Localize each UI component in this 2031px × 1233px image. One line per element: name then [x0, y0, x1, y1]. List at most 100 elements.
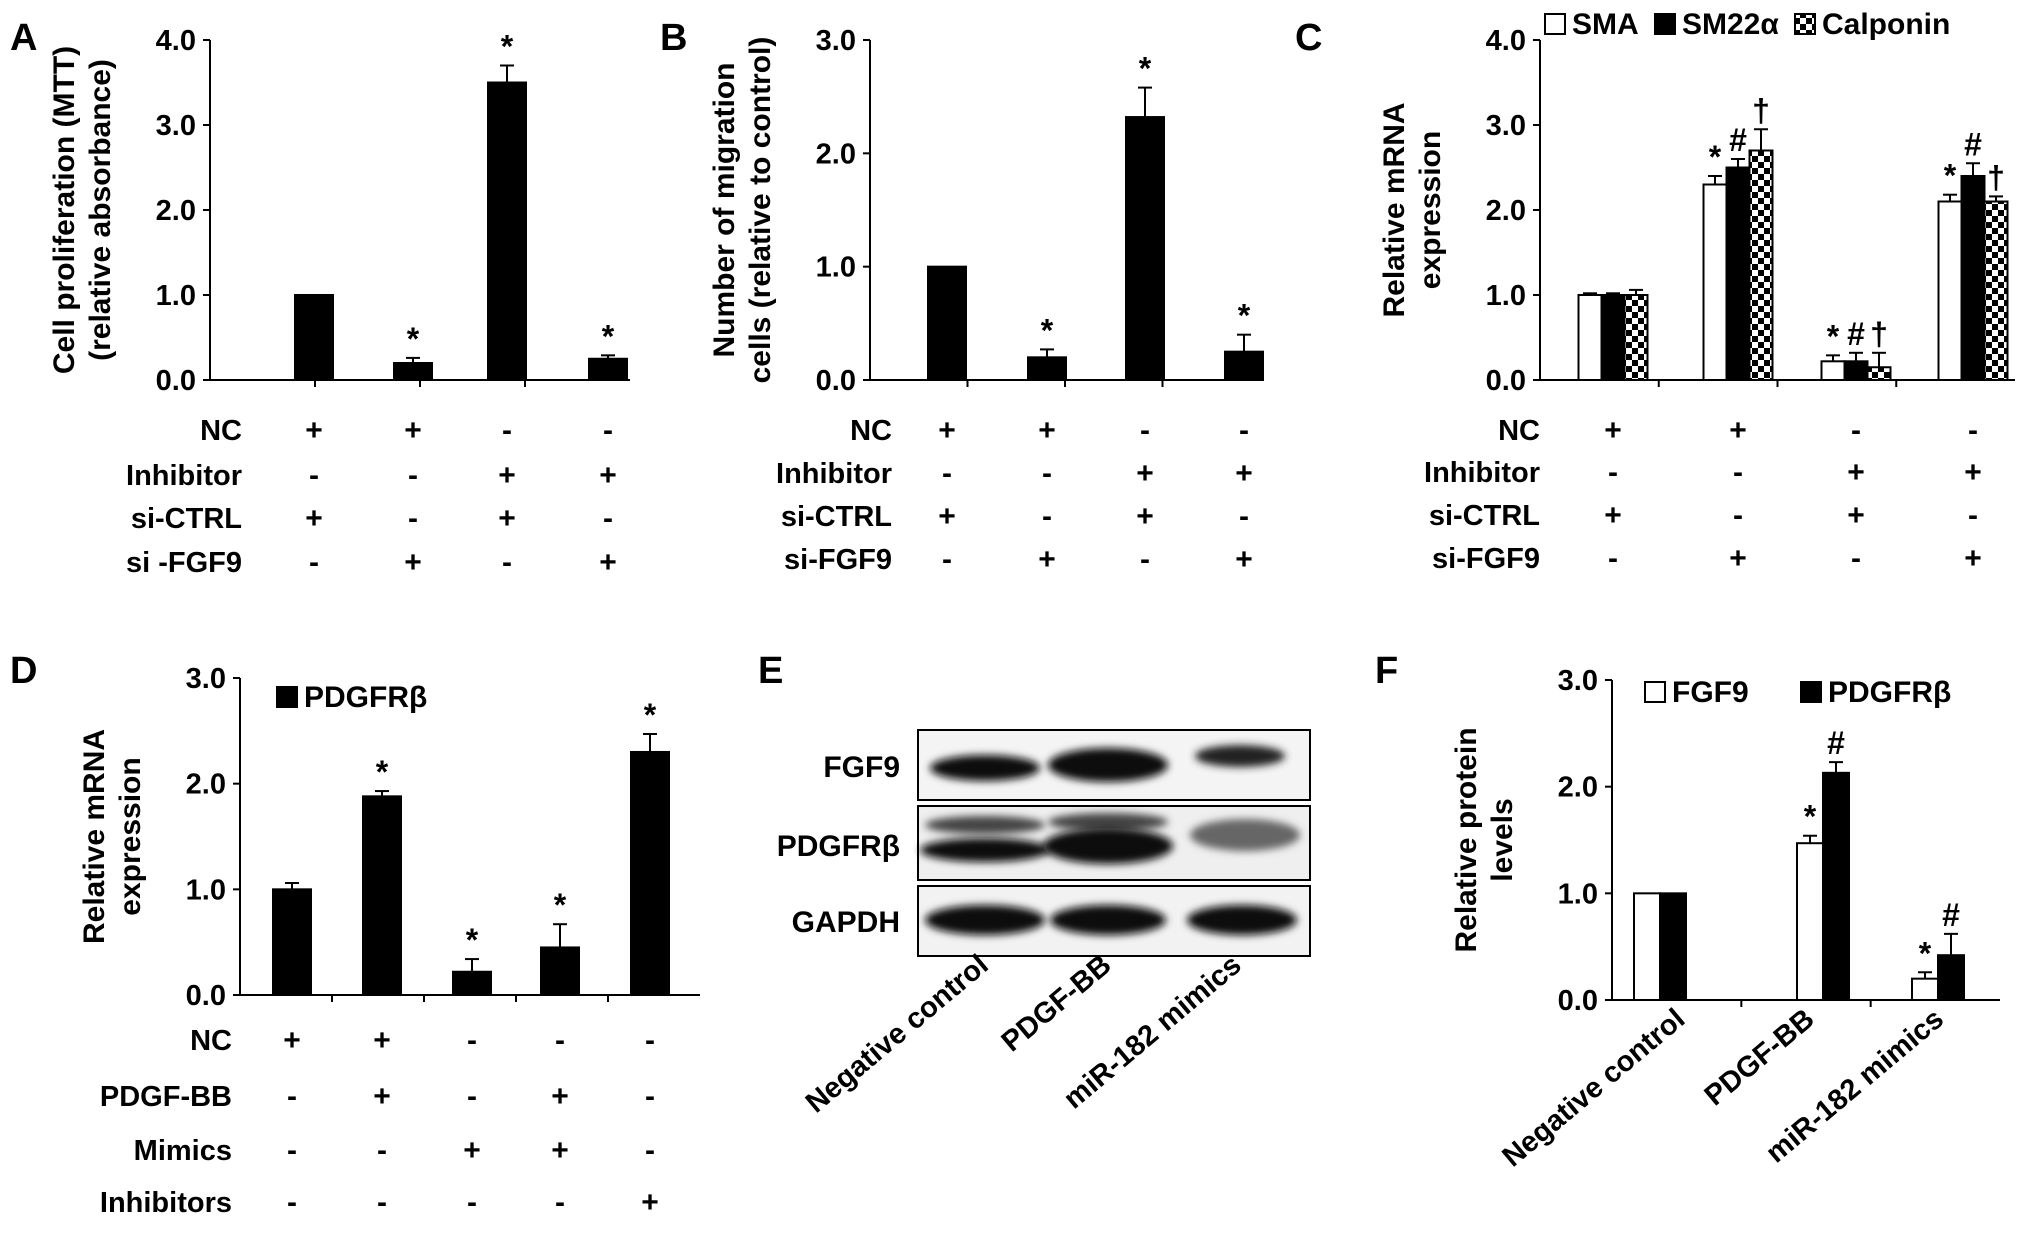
bar: [1843, 360, 1869, 381]
bar: [1600, 294, 1626, 381]
condition-sign: +: [641, 1186, 659, 1219]
y-axis-title: levels: [1486, 798, 1519, 881]
condition-sign: +: [373, 1024, 391, 1057]
condition-label: NC: [200, 415, 242, 447]
y-axis-title: Relative mRNA: [1378, 102, 1411, 317]
blot-lane-label-1: Negative control: [800, 949, 995, 1120]
condition-sign: -: [377, 1134, 387, 1167]
significance-mark: *: [644, 697, 657, 733]
condition-sign: -: [1968, 499, 1978, 532]
y-tick-label: 2.0: [186, 769, 226, 801]
significance-mark: *: [1709, 139, 1722, 175]
condition-sign: -: [645, 1134, 655, 1167]
blot-row-gapdh: GAPDH: [792, 885, 1311, 957]
blot-label-gapdh: GAPDH: [792, 906, 900, 939]
significance-mark: #: [1827, 725, 1845, 761]
condition-sign: +: [551, 1080, 569, 1113]
significance-mark: *: [1238, 298, 1251, 334]
condition-sign: -: [1851, 542, 1861, 575]
bar: [1796, 842, 1824, 1002]
significance-mark: #: [1847, 316, 1865, 352]
condition-sign: +: [373, 1080, 391, 1113]
y-tick-label: 3.0: [1558, 665, 1598, 697]
condition-sign: -: [377, 1186, 387, 1219]
legend-swatch: [1794, 13, 1816, 35]
bar: [1577, 294, 1603, 381]
panel-letter-d: D: [10, 650, 37, 692]
condition-sign: +: [599, 546, 617, 579]
chart-d: 0.0 1.0 2.0 3.0 Relative mRNA expression * * * * P…: [78, 663, 700, 1219]
condition-label: Mimics: [134, 1135, 232, 1167]
legend-swatch: [1644, 681, 1666, 703]
condition-sign: +: [938, 500, 956, 533]
y-tick-label: 0.0: [816, 365, 856, 397]
significance-mark: †: [1752, 92, 1770, 128]
y-tick-label: 0.0: [186, 980, 226, 1012]
bar: [630, 750, 670, 997]
significance-mark: *: [1804, 799, 1817, 835]
condition-sign: +: [1136, 500, 1154, 533]
legend-swatch: [1654, 13, 1676, 35]
condition-label: NC: [190, 1025, 232, 1057]
condition-sign: +: [1235, 457, 1253, 490]
legend-label: Calponin: [1822, 8, 1950, 41]
condition-sign: +: [305, 502, 323, 535]
significance-mark: #: [1942, 897, 1960, 933]
significance-mark: †: [1870, 316, 1888, 352]
condition-sign: -: [555, 1186, 565, 1219]
condition-sign: -: [287, 1080, 297, 1113]
condition-sign: -: [309, 459, 319, 492]
panel-letter-b: B: [660, 17, 687, 59]
y-tick-label: 0.0: [1486, 365, 1526, 397]
condition-sign: -: [1733, 499, 1743, 532]
legend-swatch: [1544, 13, 1566, 35]
bar: [1983, 200, 2009, 381]
condition-sign: -: [408, 502, 418, 535]
condition-sign: -: [942, 543, 952, 576]
condition-sign: -: [1968, 414, 1978, 447]
significance-mark: *: [1139, 51, 1152, 87]
condition-sign: +: [283, 1024, 301, 1057]
condition-sign: -: [502, 414, 512, 447]
blot-label-fgf9: FGF9: [823, 751, 900, 784]
y-tick-label: 4.0: [1486, 25, 1526, 57]
condition-sign: -: [1608, 542, 1618, 575]
bar: [294, 294, 334, 381]
condition-sign: -: [1140, 414, 1150, 447]
legend-label: SMA: [1572, 8, 1639, 41]
significance-mark: *: [466, 922, 479, 958]
condition-sign: +: [305, 414, 323, 447]
condition-sign: +: [404, 414, 422, 447]
condition-label: NC: [850, 415, 892, 447]
legend-label: PDGFRβ: [304, 681, 427, 714]
y-tick-label: 3.0: [156, 110, 196, 142]
condition-sign: +: [404, 546, 422, 579]
significance-mark: *: [1919, 935, 1932, 971]
y-tick-label: 2.0: [1558, 772, 1598, 804]
condition-sign: -: [555, 1024, 565, 1057]
y-tick-label: 0.0: [1558, 985, 1598, 1017]
condition-label: Inhibitors: [100, 1187, 232, 1219]
condition-label: NC: [1498, 415, 1540, 447]
bar: [272, 888, 312, 996]
chart-f: 0.0 1.0 2.0 3.0 Relative protein levels * * # # FG…: [1450, 665, 2000, 1173]
condition-label: Inhibitor: [776, 458, 892, 490]
significance-mark: *: [602, 318, 615, 354]
panel-letter-f: F: [1375, 650, 1398, 692]
significance-mark: *: [376, 754, 389, 790]
condition-sign: -: [603, 502, 613, 535]
legend-label: PDGFRβ: [1828, 676, 1951, 709]
significance-mark: #: [1964, 126, 1982, 162]
y-axis-title: expression: [114, 757, 147, 915]
legend-swatch: [1800, 681, 1822, 703]
condition-sign: -: [467, 1186, 477, 1219]
chart-b: 0.0 1.0 2.0 3.0 Number of migration cells (re…: [708, 25, 1264, 576]
bar: [1911, 977, 1939, 1002]
condition-sign: +: [498, 459, 516, 492]
bar: [1659, 892, 1687, 1001]
legend-label: SM22α: [1682, 8, 1779, 41]
y-tick-label: 1.0: [186, 874, 226, 906]
bar: [927, 265, 967, 381]
bar: [1937, 200, 1963, 381]
